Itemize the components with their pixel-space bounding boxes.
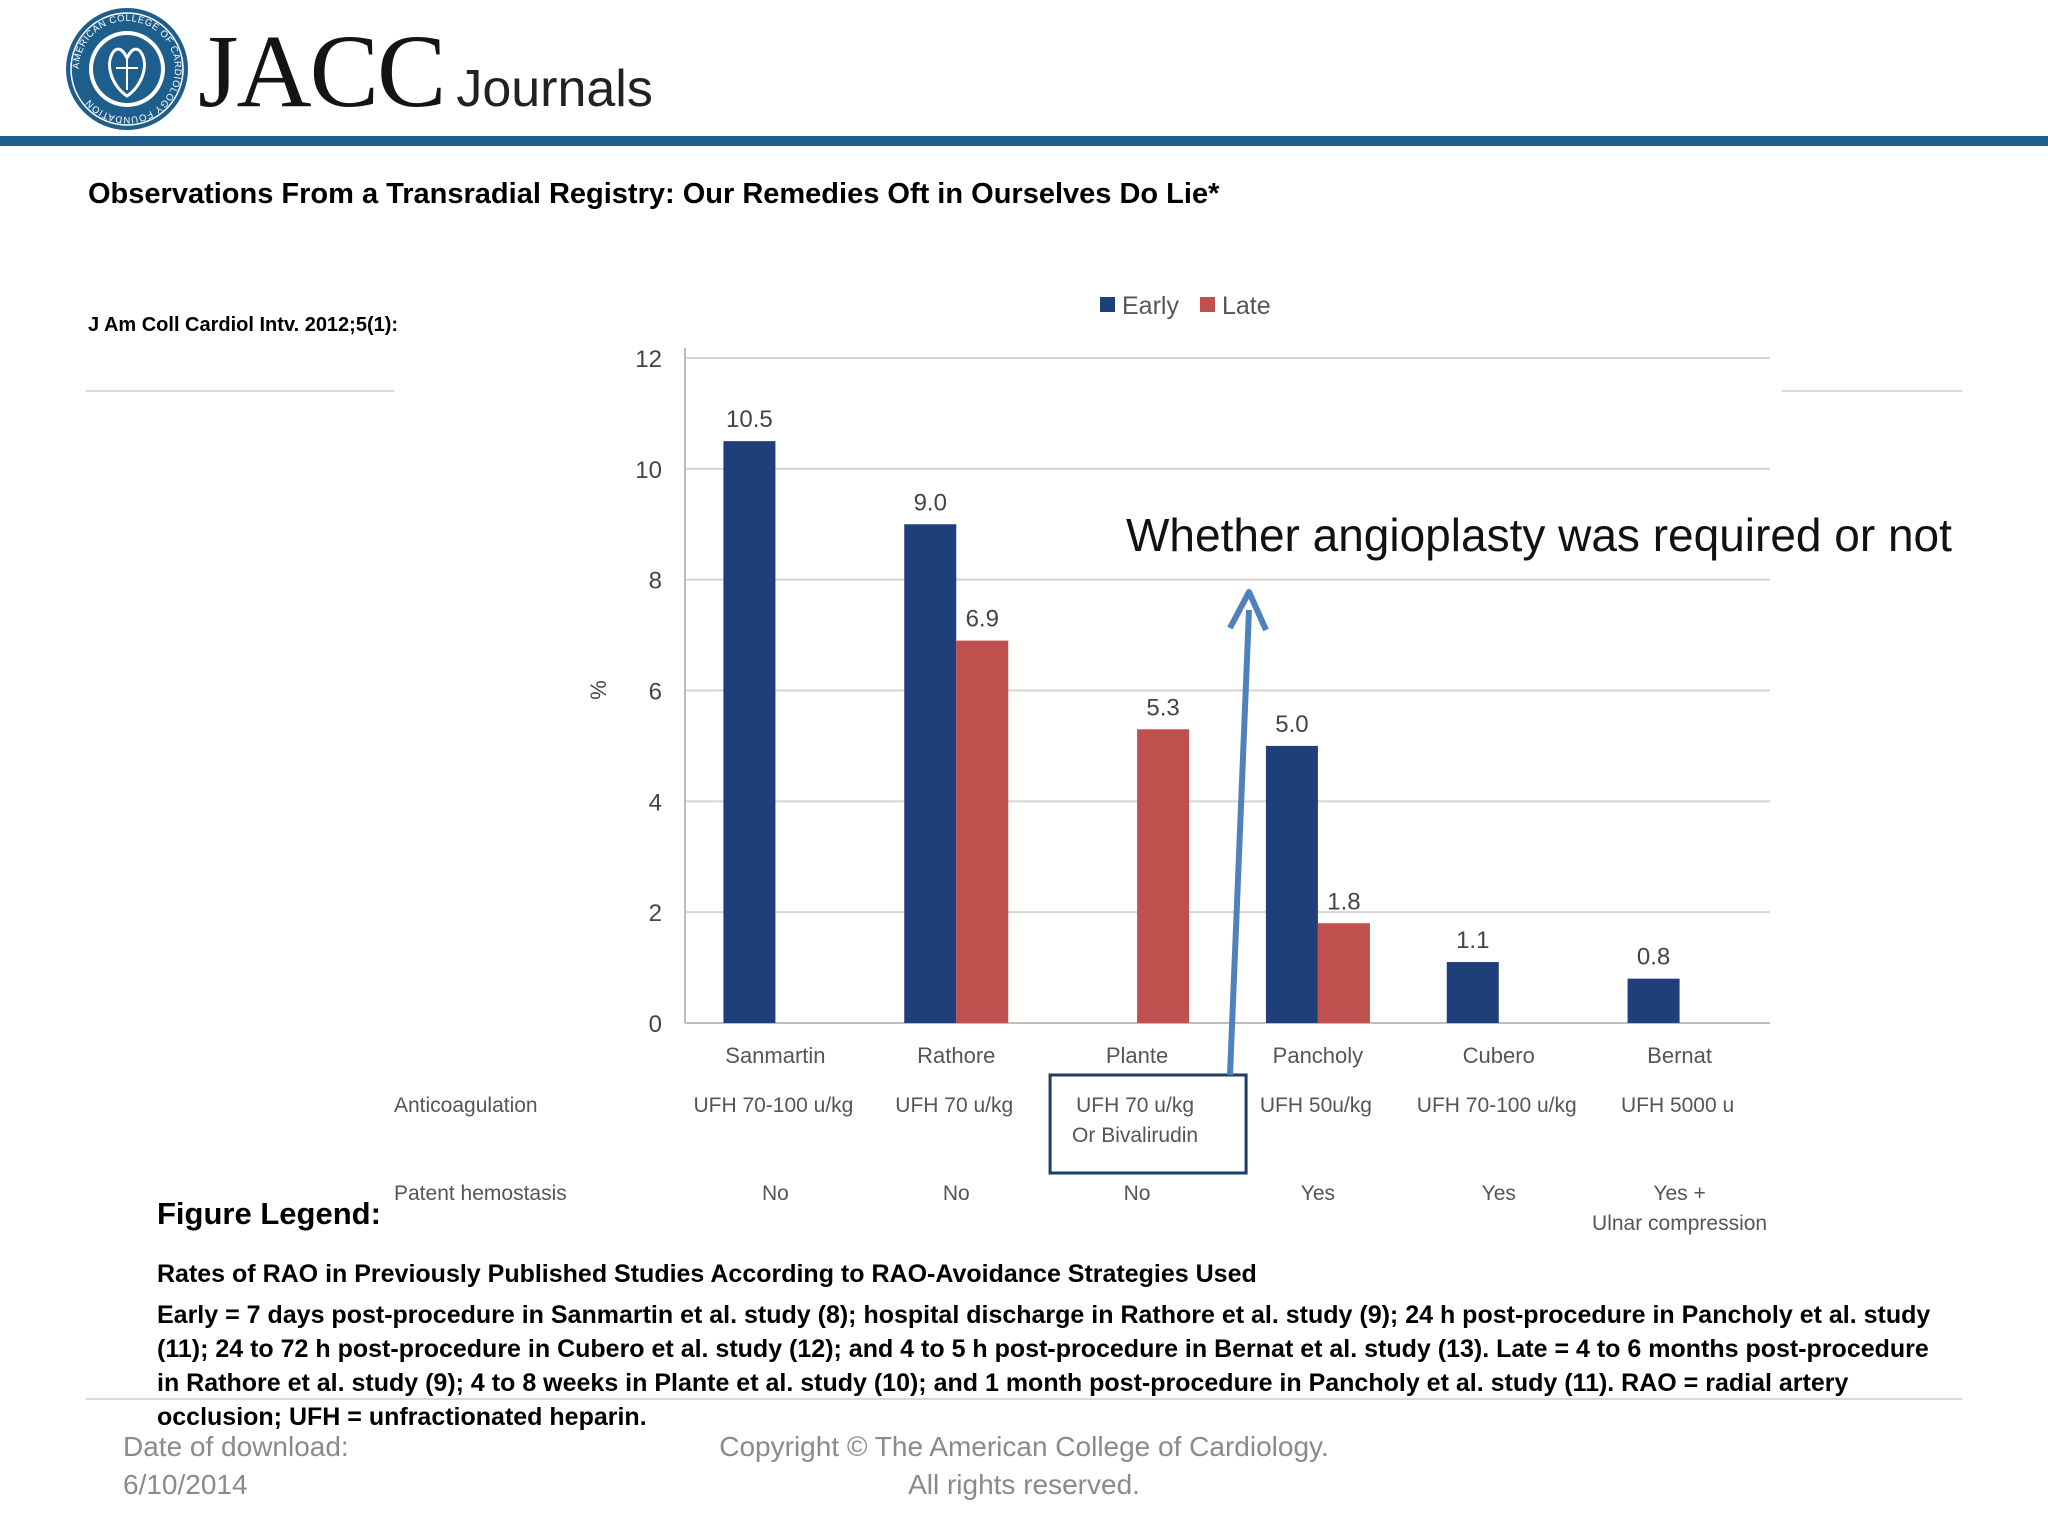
figure-legend-heading: Figure Legend: [157,1196,381,1231]
acc-seal-logo-icon: AMERICAN COLLEGE OF CARDIOLOGY FOUNDATIO… [66,8,188,130]
legend-swatch-early [1100,297,1115,312]
download-date-label: Date of download: [123,1431,349,1462]
footer-divider [86,1398,1962,1400]
divider-right [1782,390,1962,392]
x-category-label: Cubero [1463,1043,1535,1068]
data-label-early-bernat: 0.8 [1637,944,1670,971]
bar-early-bernat [1627,978,1680,1023]
table-cell: No [762,1182,789,1205]
bar-late-pancholy [1317,923,1370,1023]
y-tick-label: 8 [649,568,662,595]
table-cell: Ulnar compression [1592,1212,1767,1235]
table-cell: UFH 5000 u [1621,1094,1734,1117]
table-cell: Yes + [1653,1182,1705,1205]
highlight-box [1048,1073,1248,1175]
table-cell: No [943,1182,970,1205]
bar-late-plante [1137,729,1190,1023]
y-axis-label: % [586,680,611,700]
table-cell: Yes [1301,1182,1335,1205]
jacc-journals-wordmark: JACC Journals [198,12,653,131]
header-rule [0,136,2048,146]
annotation-arrow [1227,589,1269,1076]
x-category-label: Pancholy [1273,1043,1364,1068]
bar-early-pancholy [1265,745,1318,1023]
arrow-shaft [1227,609,1252,1076]
data-label-early-pancholy: 5.0 [1275,711,1308,738]
table-cell: UFH 70-100 u/kg [1417,1094,1577,1117]
copyright-line-2: All rights reserved. [908,1469,1140,1500]
x-category-label: Rathore [917,1043,995,1068]
data-label-early-cubero: 1.1 [1456,927,1489,954]
data-label-late-plante: 5.3 [1146,694,1179,721]
figure-legend-title: Rates of RAO in Previously Published Stu… [157,1260,1257,1288]
brand-main: JACC [198,14,446,129]
table-cell: UFH 50u/kg [1260,1094,1372,1117]
article-title: Observations From a Transradial Registry… [88,178,1220,210]
bar-early-cubero [1446,962,1499,1023]
data-label-early-sanmartin: 10.5 [726,406,773,433]
citation: J Am Coll Cardiol Intv. 2012;5(1): [88,314,399,336]
bar-early-sanmartin [723,441,776,1023]
table-cell: UFH 70-100 u/kg [693,1094,853,1117]
y-tick-label: 2 [649,900,662,927]
figure-legend-body: Early = 7 days post-procedure in Sanmart… [157,1301,1931,1431]
data-label-early-rathore: 9.0 [914,489,947,516]
rao-rates-bar-chart: 0 2 4 6 8 10 12% Sanmartin Rathore Plante Pancholy… [394,292,1770,1235]
table-cell: Or Bivalirudin [1072,1124,1198,1147]
data-label-late-rathore: 6.9 [966,606,999,633]
x-category-label: Plante [1106,1043,1168,1068]
annotation-text: Whether angioplasty was required or not [1126,509,1952,561]
x-category-label: Bernat [1647,1043,1712,1068]
legend-label-late: Late [1222,292,1271,320]
brand-sub: Journals [456,60,653,118]
bars [723,441,1680,1023]
x-category-label: Sanmartin [725,1043,825,1068]
table-cell: Yes [1482,1182,1516,1205]
y-tick-label: 12 [635,346,662,373]
y-tick-label: 0 [649,1011,662,1038]
download-date-value: 6/10/2014 [123,1469,248,1500]
download-date: Date of download: 6/10/2014 [123,1428,349,1504]
divider-left [86,390,394,392]
gridlines [685,357,1770,1024]
bar-early-rathore [904,524,957,1023]
copyright-notice: Copyright © The American College of Card… [664,1428,1384,1504]
table-cell: No [1124,1182,1151,1205]
data-labels: 10.5 9.0 5.0 1.1 0.8 6.9 5.3 1.8 [726,406,1670,971]
data-label-late-pancholy: 1.8 [1327,888,1360,915]
strategy-table: Anticoagulation UFH 70-100 u/kg UFH 70 u/k… [394,1073,1767,1235]
chart-legend: Early Late [1100,292,1271,320]
copyright-line-1: Copyright © The American College of Card… [719,1431,1329,1462]
y-tick-label: 6 [649,679,662,706]
legend-swatch-late [1200,297,1215,312]
arrow-head [1227,589,1269,632]
table-cell: UFH 70 u/kg [1076,1094,1194,1117]
legend-label-early: Early [1122,292,1179,320]
table-row-label: Patent hemostasis [394,1182,567,1205]
bar-late-rathore [956,640,1009,1023]
table-row-label: Anticoagulation [394,1094,538,1117]
table-cell: UFH 70 u/kg [895,1094,1013,1117]
y-tick-label: 4 [649,789,662,816]
y-tick-label: 10 [635,457,662,484]
axes: 0 2 4 6 8 10 12% Sanmartin Rathore Plante Pancholy… [586,346,1770,1068]
